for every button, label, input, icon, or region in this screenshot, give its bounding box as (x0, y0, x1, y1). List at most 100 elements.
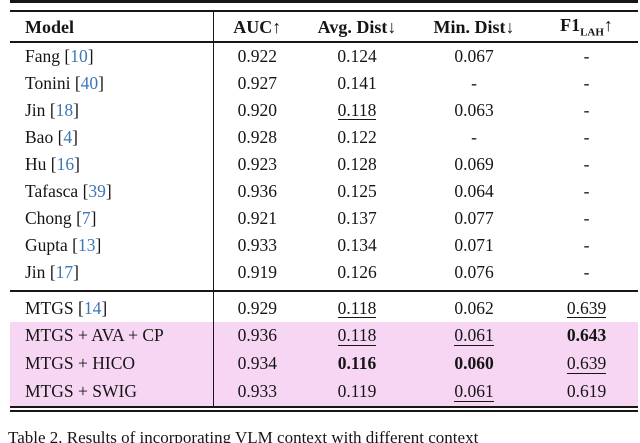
metric-value: - (583, 261, 590, 282)
metric-value: 0.122 (337, 126, 377, 147)
metric-value: 0.124 (337, 45, 377, 66)
metric-value-underlined: 0.118 (337, 297, 377, 319)
metric-value-underlined: 0.639 (566, 297, 607, 319)
metric-value-underlined: 0.061 (454, 325, 494, 346)
table-top-rule-outer (10, 0, 638, 3)
model-cell: Bao [4] (10, 123, 214, 151)
metric-cell: - (535, 97, 638, 124)
metric-cell: 0.063 (413, 97, 535, 124)
metric-value: 0.934 (237, 353, 277, 373)
rule-gap (10, 3, 638, 10)
metric-cell: 0.922 (213, 42, 301, 70)
model-cell: Tonini [40] (10, 69, 214, 97)
metric-value: - (471, 126, 477, 147)
metric-value: 0.929 (237, 297, 277, 318)
metric-cell: - (535, 124, 638, 151)
citation-link[interactable]: 17 (55, 261, 74, 282)
metric-cell: - (535, 178, 638, 205)
model-cell: MTGS + SWIG (10, 377, 214, 406)
f1-subscript: LAH (580, 26, 604, 39)
table-row: Tafasca [39] 0.936 0.125 0.064 - (10, 177, 638, 205)
citation-link[interactable]: 39 (88, 180, 106, 201)
metric-cell: 0.936 (213, 321, 301, 350)
metric-value: - (583, 72, 590, 93)
citation-link[interactable]: 7 (81, 207, 91, 228)
table-row: MTGS + SWIG 0.933 0.119 0.061 0.619 (10, 377, 638, 406)
metric-cell: 0.118 (301, 321, 413, 350)
table-row: Bao [4] 0.928 0.122 - - (10, 123, 638, 151)
metric-value: 0.919 (237, 261, 277, 282)
metric-value: - (583, 207, 590, 228)
metric-cell: - (535, 259, 638, 291)
metric-value-underlined: 0.118 (337, 99, 377, 121)
metric-value: 0.936 (237, 325, 277, 345)
metric-cell: 0.064 (413, 178, 535, 205)
citation-link[interactable]: 18 (55, 99, 74, 120)
metric-cell: 0.118 (301, 289, 413, 322)
metric-cell: 0.119 (301, 377, 413, 406)
table-bottom-rule-outer (10, 409, 638, 412)
metric-value: 0.126 (337, 261, 377, 282)
citation-link[interactable]: 16 (56, 153, 75, 174)
metric-value-underlined: 0.118 (337, 325, 377, 346)
header-row: Model AUC↑ Avg. Dist↓ Min. Dist↓ F1LAH↑ (10, 11, 638, 43)
column-header-min-dist: Min. Dist↓ (413, 11, 535, 43)
table-row: MTGS + AVA + CP 0.936 0.118 0.061 0.643 (10, 321, 638, 350)
metric-value: 0.922 (237, 45, 277, 66)
model-cell: Hu [16] (10, 150, 214, 178)
model-cell: Fang [10] (10, 41, 214, 70)
metric-cell: 0.125 (301, 178, 413, 205)
metric-cell: - (413, 70, 535, 97)
metric-value: - (583, 99, 590, 120)
metric-value: 0.927 (237, 72, 277, 93)
metric-value: 0.119 (337, 381, 377, 401)
metric-cell: 0.128 (301, 151, 413, 178)
citation-link[interactable]: 14 (83, 297, 102, 318)
metric-cell: - (535, 151, 638, 178)
metric-cell: 0.933 (213, 232, 301, 259)
table-row: MTGS + HICO 0.934 0.116 0.060 0.639 (10, 349, 638, 378)
metric-cell: 0.077 (413, 205, 535, 232)
metric-value: - (583, 180, 590, 201)
model-cell: Tafasca [39] (10, 177, 214, 205)
metric-value: 0.134 (337, 234, 377, 255)
metric-cell: 0.934 (213, 349, 301, 378)
metric-cell: 0.928 (213, 124, 301, 151)
model-cell: Jin [18] (10, 96, 214, 124)
table-row: Jin [18] 0.920 0.118 0.063 - (10, 96, 638, 124)
citation-link[interactable]: 13 (77, 234, 96, 255)
citation-link[interactable]: 4 (63, 126, 73, 147)
metric-value: 0.921 (237, 207, 277, 228)
metric-value: 0.936 (237, 180, 277, 201)
metric-cell: 0.071 (413, 232, 535, 259)
citation-link[interactable]: 10 (70, 45, 88, 66)
table-row: Gupta [13] 0.933 0.134 0.071 - (10, 231, 638, 259)
metric-cell: 0.061 (413, 377, 535, 406)
metric-value: 0.933 (237, 234, 277, 255)
metric-cell: 0.124 (301, 42, 413, 70)
metric-cell: - (413, 124, 535, 151)
metric-value: 0.076 (454, 261, 494, 282)
metric-cell: - (535, 205, 638, 232)
metric-value: 0.933 (237, 381, 277, 401)
metric-cell: 0.933 (213, 377, 301, 406)
metric-value-bold: 0.643 (566, 325, 607, 345)
column-header-model: Model (10, 11, 214, 43)
metric-cell: 0.921 (213, 205, 301, 232)
results-table: Model AUC↑ Avg. Dist↓ Min. Dist↓ F1LAH↑ Fang… (10, 11, 638, 406)
metric-cell: 0.141 (301, 70, 413, 97)
metric-cell: - (535, 70, 638, 97)
metric-cell: 0.060 (413, 349, 535, 378)
metric-value-underlined: 0.061 (454, 381, 494, 402)
metric-value: 0.128 (337, 153, 377, 174)
column-header-f1-lah: F1LAH↑ (535, 11, 638, 43)
table-row: Hu [16] 0.923 0.128 0.069 - (10, 150, 638, 178)
metric-cell: 0.920 (213, 97, 301, 124)
metric-value: 0.923 (237, 153, 277, 174)
metric-value: 0.928 (237, 126, 277, 147)
metric-cell: 0.137 (301, 205, 413, 232)
metric-value: - (583, 126, 590, 147)
metric-value: 0.077 (454, 207, 494, 228)
citation-link[interactable]: 40 (80, 72, 99, 93)
